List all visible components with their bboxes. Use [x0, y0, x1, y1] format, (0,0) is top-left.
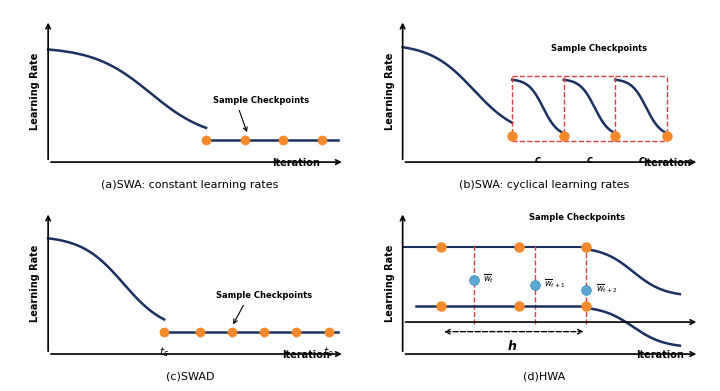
- Text: Learning Rate: Learning Rate: [384, 53, 395, 130]
- Text: Sample Checkpoints: Sample Checkpoints: [213, 95, 309, 104]
- Text: c: c: [638, 155, 644, 165]
- Text: $\overline{w}_{t+1}$: $\overline{w}_{t+1}$: [544, 277, 566, 290]
- Text: Sample Checkpoints: Sample Checkpoints: [216, 291, 312, 300]
- Text: Iteration: Iteration: [636, 350, 685, 361]
- Text: Iteration: Iteration: [282, 350, 330, 361]
- Text: (a)SWA: constant learning rates: (a)SWA: constant learning rates: [102, 180, 279, 190]
- Text: h: h: [508, 340, 517, 353]
- Text: Iteration: Iteration: [643, 158, 691, 169]
- Text: $\overline{w}_{t+2}$: $\overline{w}_{t+2}$: [596, 282, 618, 295]
- Text: Sample Checkpoints: Sample Checkpoints: [552, 44, 647, 53]
- Text: (d)HWA: (d)HWA: [523, 371, 566, 382]
- Text: $t_e$: $t_e$: [323, 345, 334, 359]
- Text: Sample Checkpoints: Sample Checkpoints: [528, 213, 625, 222]
- Text: (b)SWA: cyclical learning rates: (b)SWA: cyclical learning rates: [459, 180, 629, 190]
- Text: Learning Rate: Learning Rate: [384, 245, 395, 322]
- Text: Learning Rate: Learning Rate: [30, 245, 40, 322]
- Text: (c)SWAD: (c)SWAD: [166, 371, 214, 382]
- Text: $\overline{w}_t$: $\overline{w}_t$: [483, 273, 495, 285]
- Text: $t_s$: $t_s$: [159, 345, 169, 359]
- Text: c: c: [535, 155, 541, 165]
- Text: Iteration: Iteration: [272, 158, 320, 169]
- Text: c: c: [587, 155, 593, 165]
- Text: Learning Rate: Learning Rate: [30, 53, 40, 130]
